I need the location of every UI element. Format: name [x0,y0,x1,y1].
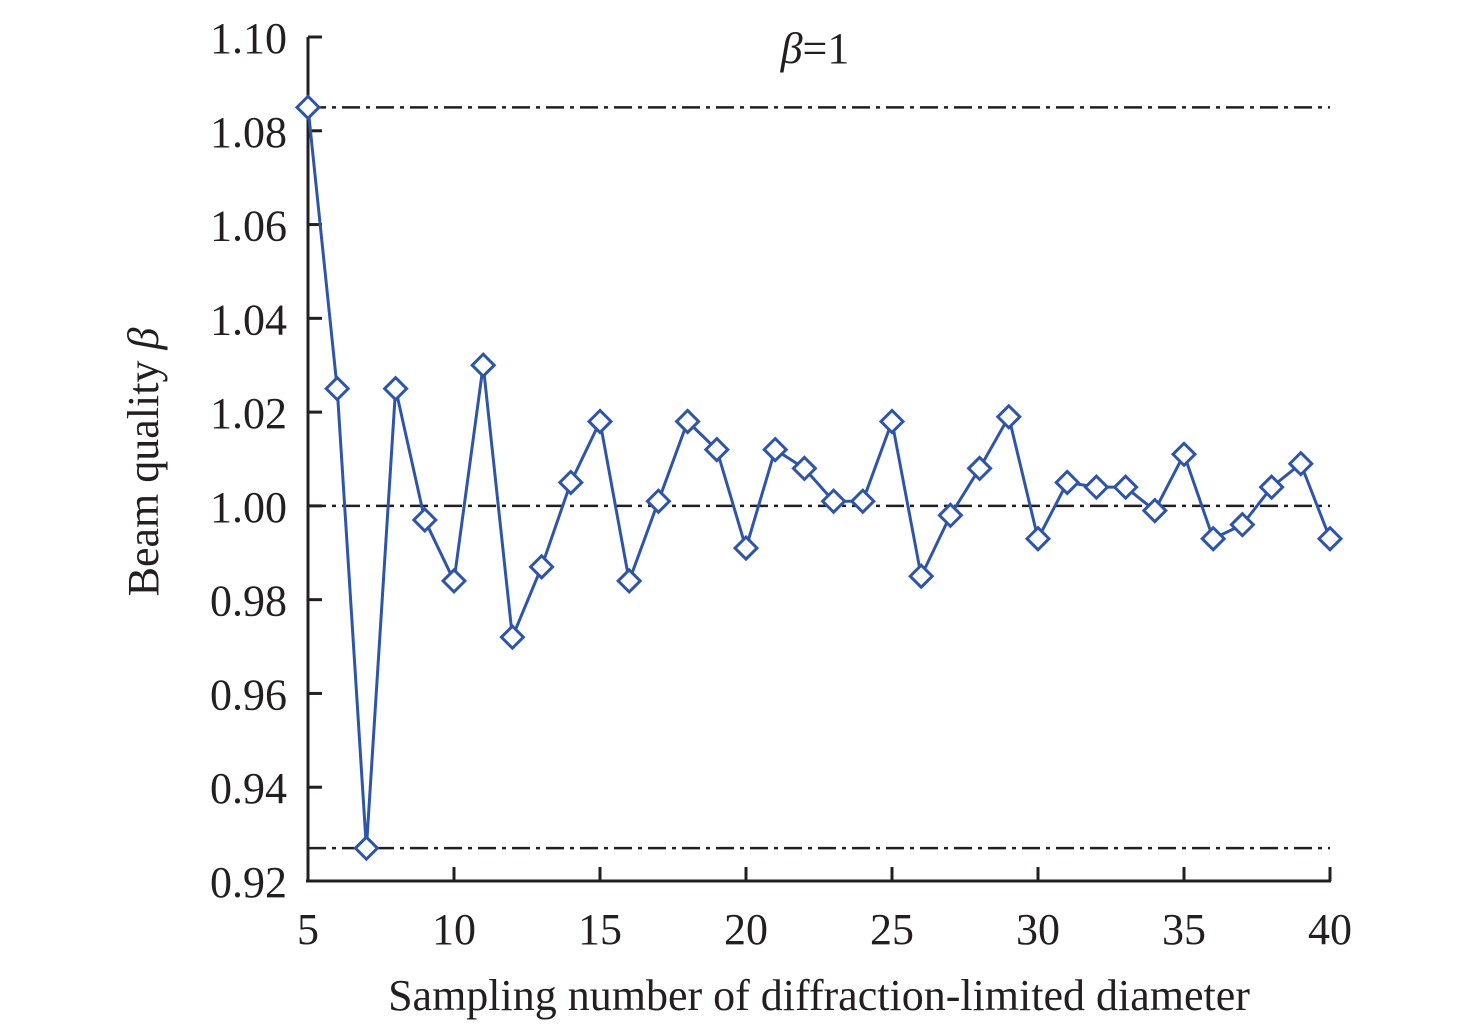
y-tick-label: 1.04 [210,295,287,344]
title-symbol: β [780,24,803,73]
data-point-diamond [1229,511,1256,538]
data-point-diamond [937,502,964,529]
data-point-diamond [674,408,701,435]
data-point-diamond [820,488,847,515]
data-point-diamond [411,506,438,534]
data-point-diamond [995,403,1022,430]
y-tick-label: 1.00 [210,483,287,532]
data-point-diamond [499,624,526,651]
y-axis-label: Beam quality β [119,328,168,597]
chart-title: β=1 [780,24,850,73]
y-tick-label: 0.92 [210,858,287,907]
data-point-diamond [586,408,614,435]
data-point-diamond [1200,525,1227,552]
x-tick-label: 5 [297,905,319,954]
x-tick-label: 35 [1162,905,1206,954]
data-point-diamond [440,567,468,595]
data-point-diamond [908,563,935,590]
data-point-diamond [470,352,497,379]
data-point-diamond [1258,474,1285,501]
x-axis-label: Sampling number of diffraction-limited d… [388,971,1250,1020]
data-point-diamond [762,436,789,463]
data-point-diamond [1287,450,1314,477]
y-tick-label: 1.06 [210,202,287,251]
data-point-diamond [1316,525,1344,552]
data-point-diamond [1112,474,1139,501]
data-point-diamond [1170,441,1198,468]
data-point-diamond [645,488,672,515]
y-tick-label: 1.10 [210,14,287,63]
data-point-diamond [1083,474,1110,501]
x-tick-label: 30 [1016,905,1060,954]
data-point-diamond [1054,469,1081,496]
y-tick-label: 1.02 [210,389,287,438]
series-beta [294,94,1344,862]
data-point-diamond [732,534,760,562]
axes [306,37,1331,883]
x-tick-label: 25 [870,905,914,954]
y-tick-label: 0.94 [210,764,287,813]
series-line [306,107,1332,849]
x-tick-label: 20 [724,905,768,954]
title-rest: =1 [803,24,850,73]
data-point-diamond [966,455,993,482]
data-point-diamond [791,455,818,482]
data-point-diamond [849,488,876,515]
x-ticks: 5 10 15 20 25 30 35 40 [297,867,1352,954]
data-point-diamond [324,375,351,402]
data-point-diamond [353,835,380,862]
data-point-diamond [878,408,906,435]
y-tick-label: 0.96 [210,670,287,719]
data-point-diamond [382,375,409,402]
data-point-diamond [294,94,322,121]
y-tick-label: 1.08 [210,108,287,157]
x-tick-label: 10 [432,905,476,954]
data-point-diamond [1141,497,1168,524]
x-tick-label: 40 [1308,905,1352,954]
data-point-diamond [1024,525,1052,552]
y-tick-label: 0.98 [210,577,287,626]
data-point-diamond [703,436,730,463]
data-point-diamond [528,553,555,580]
data-point-diamond [616,567,643,595]
y-ticks: 0.92 0.94 0.96 0.98 1.00 1.02 1.04 1.06 1.08 1.10 [210,14,322,907]
y-axis-label-text: Beam quality [119,361,168,597]
x-tick-label: 15 [578,905,622,954]
reference-lines [308,106,1330,850]
data-point-diamond [557,469,584,496]
y-axis-label-symbol: β [119,328,168,351]
